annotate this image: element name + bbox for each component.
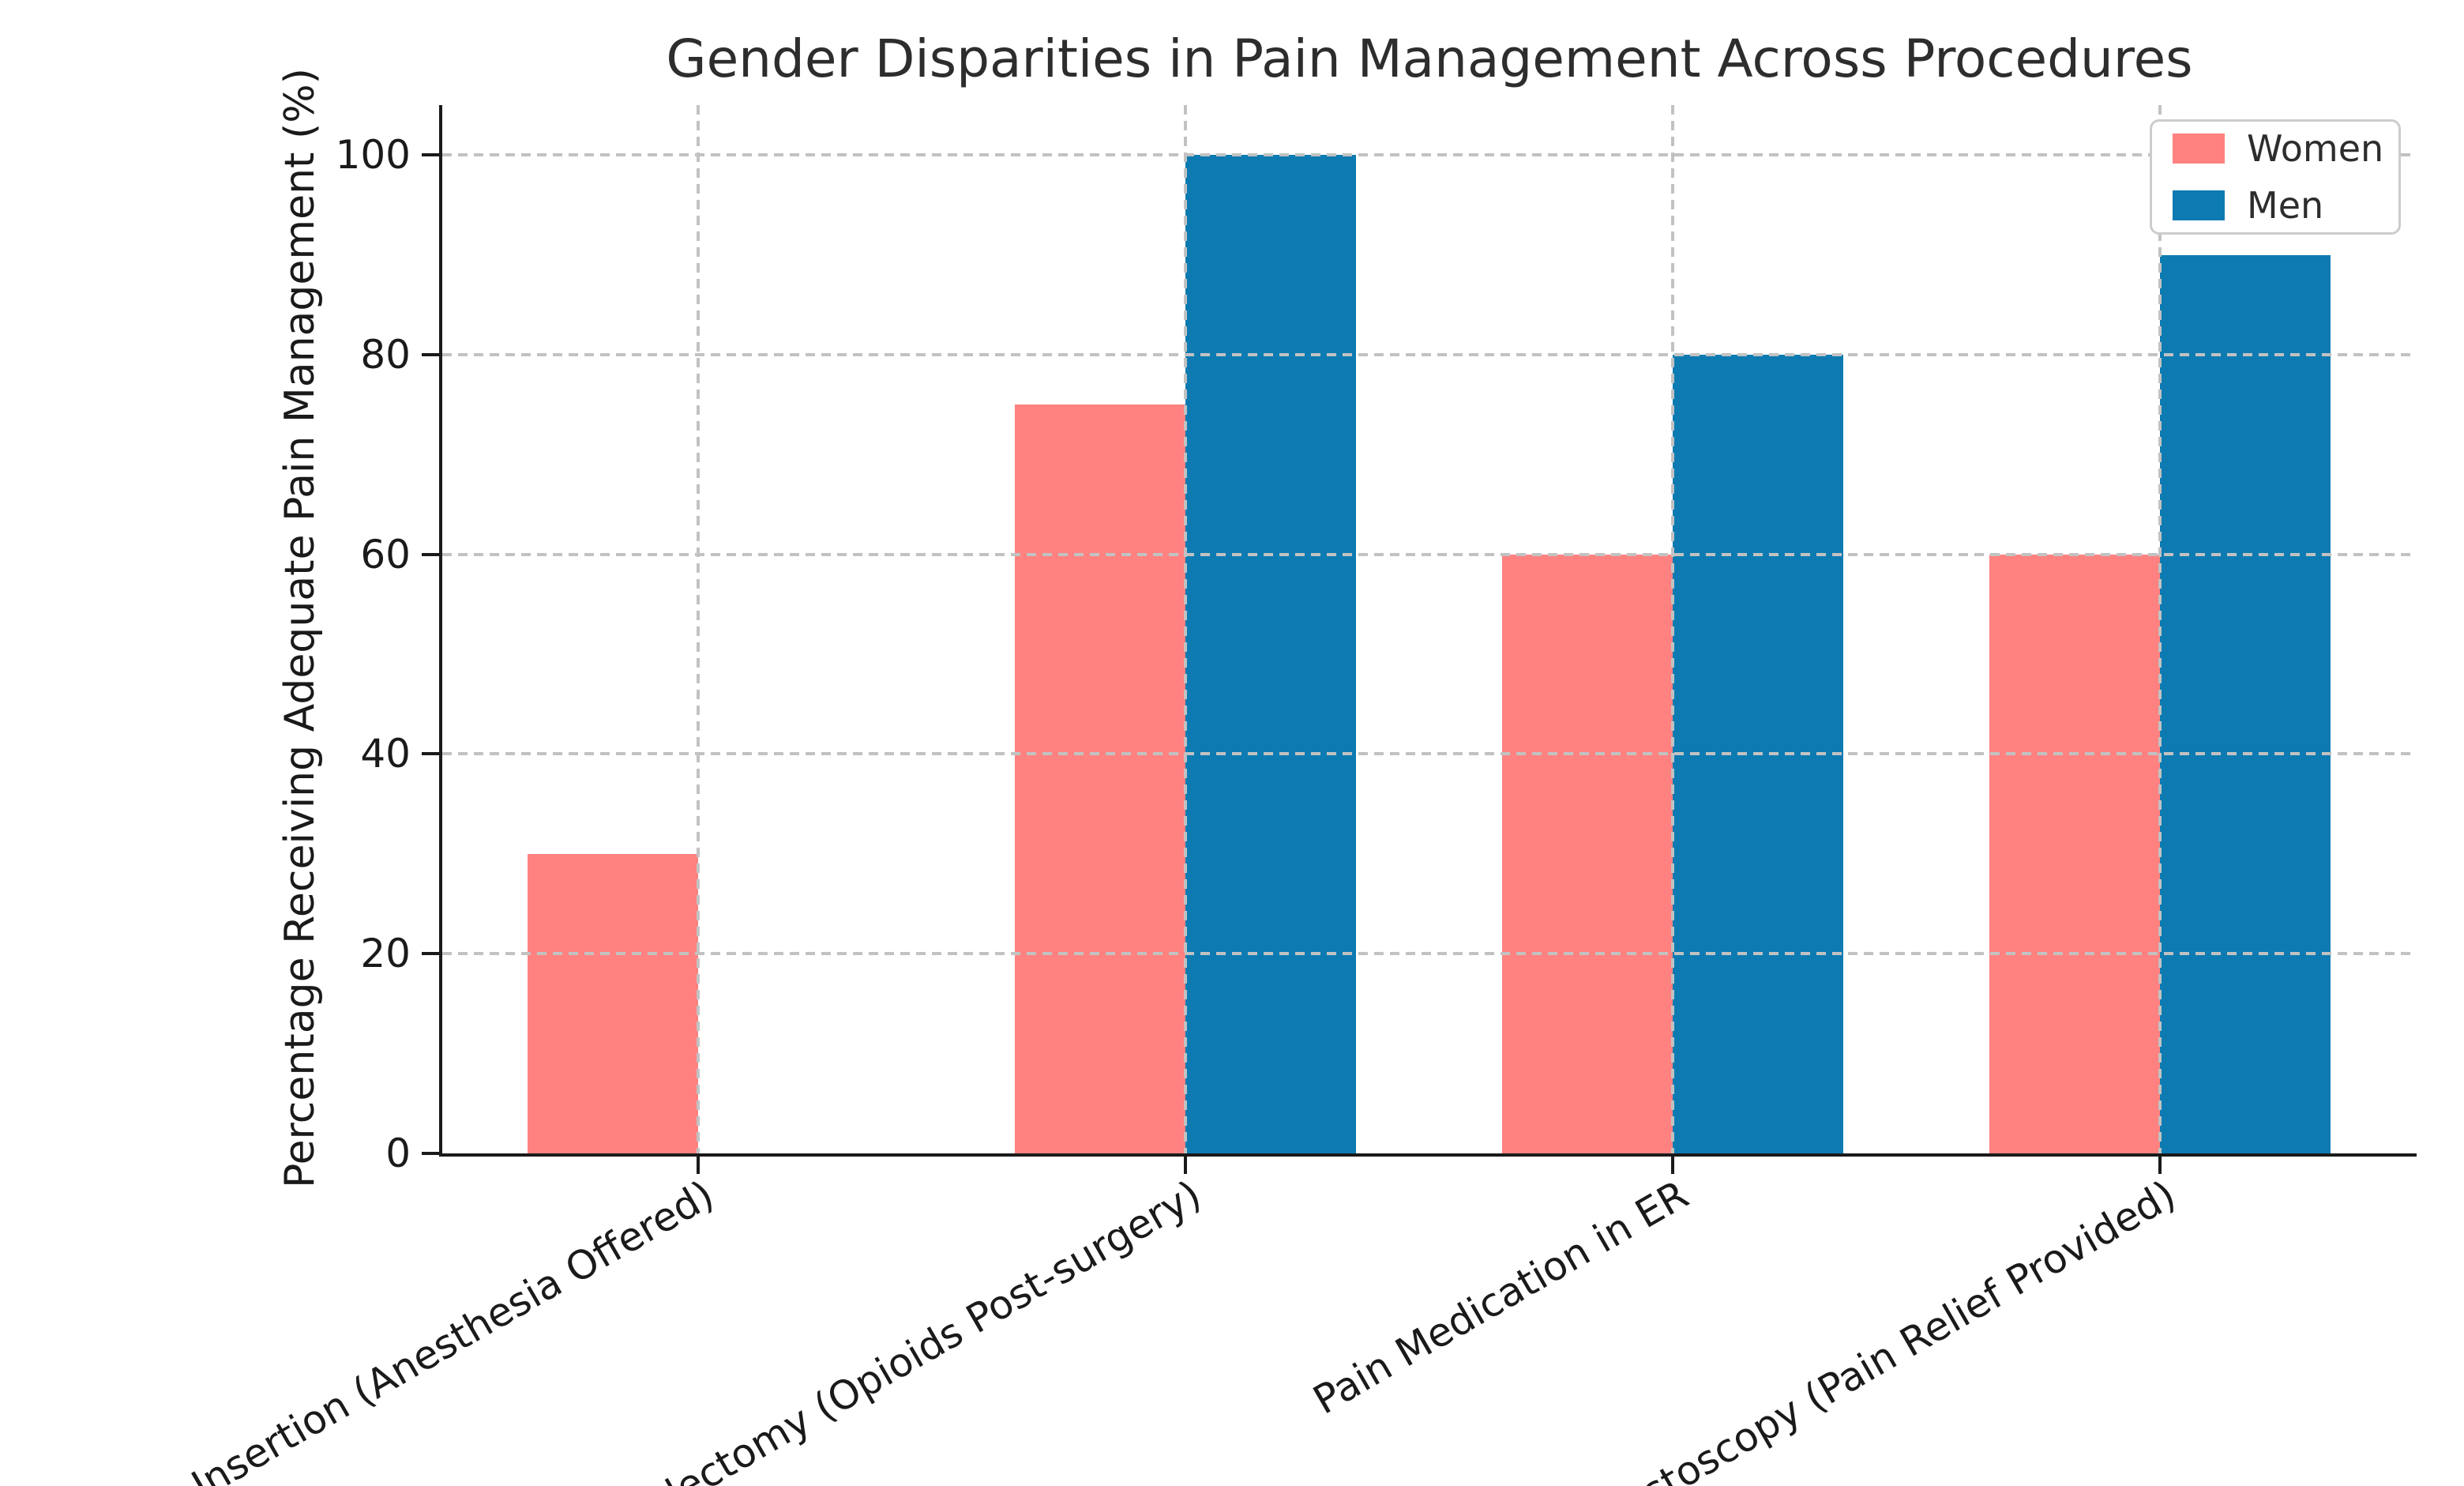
gridline-y-20	[442, 952, 2417, 956]
gridline-x-3	[2158, 105, 2162, 1153]
y-tick-label-0: 0	[385, 1130, 411, 1176]
legend: Women Men	[2150, 119, 2401, 235]
x-tick-label-2: Pain Medication in ER	[1305, 1171, 1696, 1424]
y-tick-label-100: 100	[335, 132, 411, 179]
x-tick-label-3: Cystoscopy (Pain Relief Provided)	[1590, 1171, 2184, 1486]
gridline-x-0	[697, 105, 700, 1153]
y-tick-60	[422, 552, 439, 556]
legend-item-women: Women	[2173, 127, 2383, 170]
x-tick-1	[1184, 1157, 1187, 1174]
gridline-y-100	[442, 153, 2417, 157]
x-axis-spine	[439, 1153, 2417, 1157]
x-tick-label-0: IUD Insertion (Anesthesia Offered)	[111, 1171, 722, 1486]
gridline-x-1	[1184, 105, 1187, 1153]
legend-item-men: Men	[2173, 184, 2378, 227]
gridline-x-2	[1671, 105, 1674, 1153]
y-tick-label-40: 40	[360, 731, 411, 777]
x-tick-2	[1671, 1157, 1674, 1174]
x-tick-3	[2158, 1157, 2162, 1174]
bar-women-1	[1015, 404, 1185, 1153]
men-swatch-icon	[2173, 190, 2225, 220]
y-tick-100	[422, 153, 439, 157]
gridline-y-60	[442, 552, 2417, 556]
y-tick-label-80: 80	[360, 331, 411, 378]
y-tick-20	[422, 952, 439, 956]
y-tick-80	[422, 352, 439, 356]
bar-men-3	[2160, 254, 2331, 1153]
y-axis-title: Percentage Receiving Adequate Pain Manag…	[276, 68, 324, 1188]
y-tick-0	[422, 1152, 439, 1155]
bar-women-0	[528, 853, 698, 1153]
gridline-y-80	[442, 352, 2417, 356]
legend-label-women: Women	[2247, 127, 2384, 170]
y-axis-spine	[439, 105, 442, 1157]
bar-women-3	[1989, 554, 2160, 1153]
y-tick-40	[422, 752, 439, 756]
y-tick-label-20: 20	[360, 931, 411, 977]
women-swatch-icon	[2173, 134, 2225, 164]
x-tick-0	[697, 1157, 700, 1174]
chart-title: Gender Disparities in Pain Management Ac…	[666, 28, 2193, 89]
gridline-y-40	[442, 752, 2417, 756]
y-tick-label-60: 60	[360, 531, 411, 577]
legend-label-men: Men	[2247, 184, 2324, 227]
x-tick-label-1: Appendectomy (Opioids Post-surgery)	[536, 1171, 1209, 1486]
bar-men-1	[1185, 155, 1356, 1153]
bar-women-2	[1502, 554, 1673, 1153]
